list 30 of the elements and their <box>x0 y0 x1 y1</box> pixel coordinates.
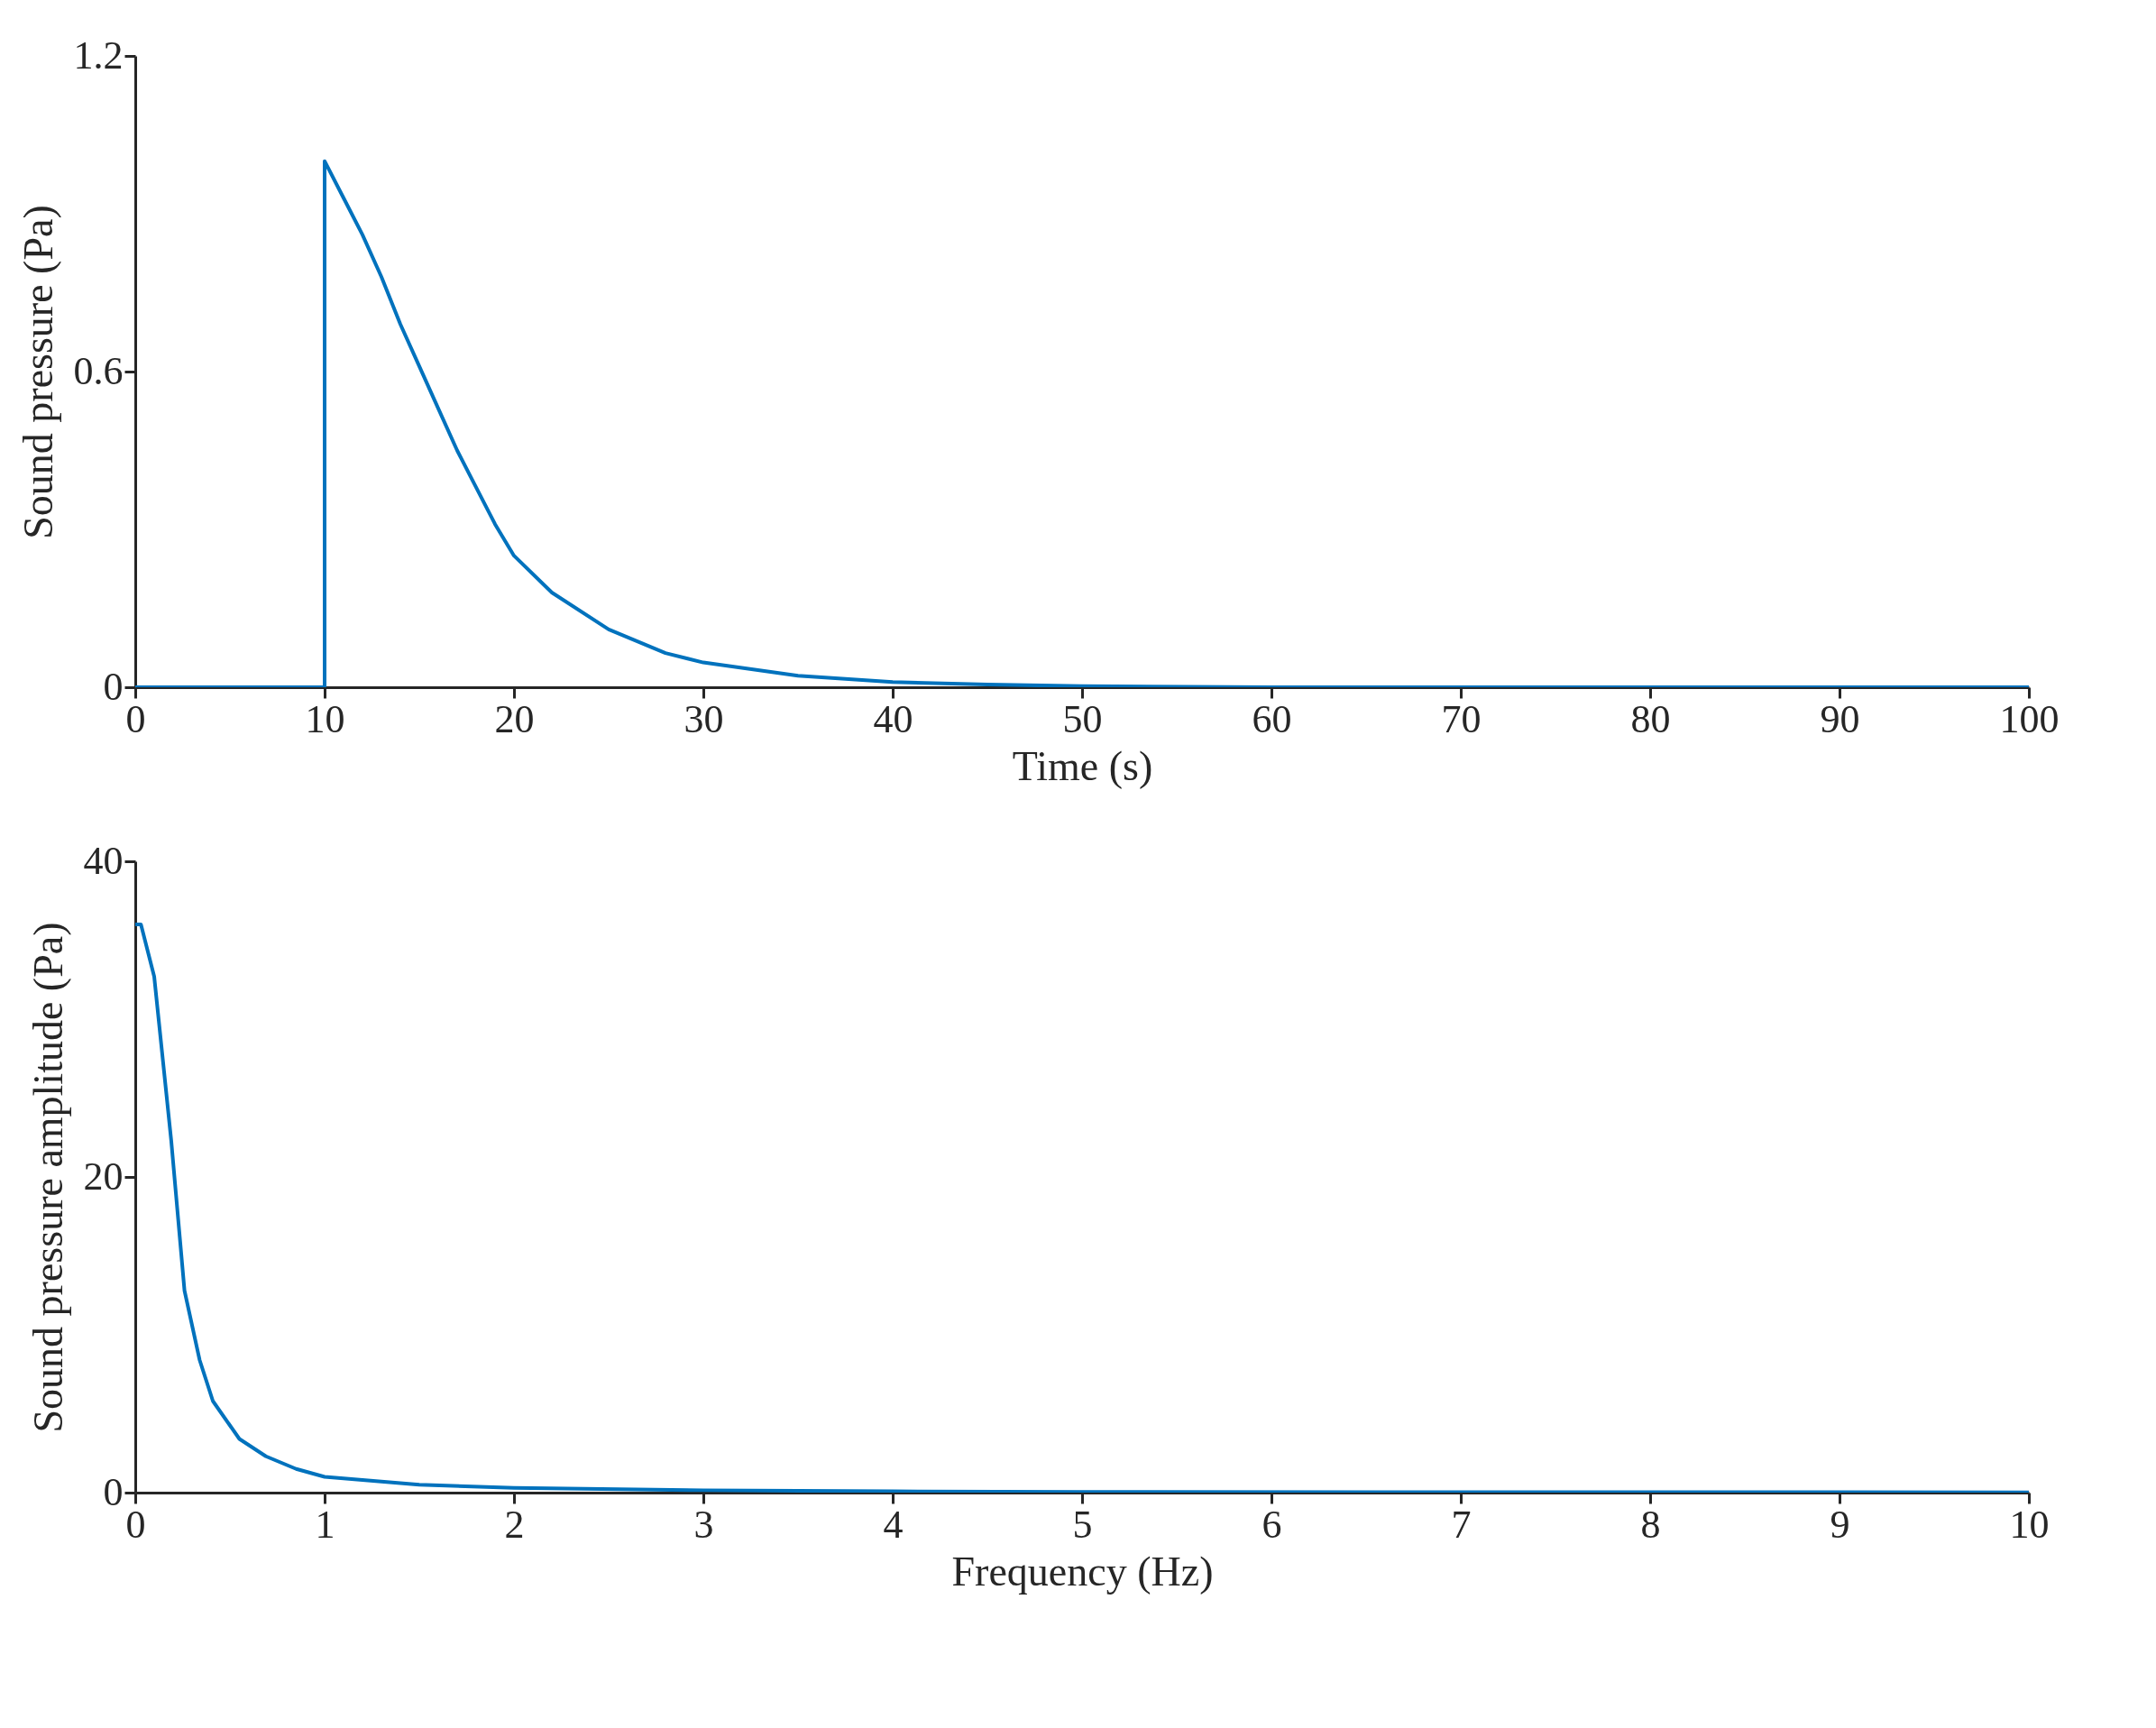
x-tick-label: 8 <box>1640 1502 1661 1547</box>
x-tick-label: 90 <box>1820 696 1860 741</box>
x-tick-label: 3 <box>693 1502 714 1547</box>
x-tick-label: 50 <box>1062 696 1103 741</box>
x-tick-label: 1 <box>315 1502 335 1547</box>
x-tick-label: 40 <box>873 696 913 741</box>
y-axis-title: Sound pressure (Pa) <box>14 205 61 539</box>
y-tick-label: 0 <box>103 664 124 709</box>
y-tick-label: 40 <box>83 838 124 883</box>
x-axis-title: Time (s) <box>1012 742 1153 789</box>
x-tick-label: 10 <box>305 696 345 741</box>
x-tick-label: 70 <box>1441 696 1482 741</box>
x-tick-label: 20 <box>494 696 535 741</box>
x-tick-label: 7 <box>1451 1502 1472 1547</box>
x-tick-label: 100 <box>1999 696 2060 741</box>
x-axis-title: Frequency (Hz) <box>951 1548 1214 1595</box>
x-tick-label: 9 <box>1830 1502 1850 1547</box>
x-tick-label: 5 <box>1072 1502 1093 1547</box>
x-tick-label: 6 <box>1261 1502 1282 1547</box>
x-tick-label: 2 <box>504 1502 525 1547</box>
y-tick-label: 0.6 <box>73 348 124 393</box>
x-tick-label: 60 <box>1252 696 1292 741</box>
y-axis-title: Sound pressure amplitude (Pa) <box>24 922 71 1433</box>
x-tick-label: 30 <box>683 696 724 741</box>
x-tick-label: 4 <box>883 1502 904 1547</box>
y-tick-label: 20 <box>83 1154 124 1199</box>
y-tick-label: 0 <box>103 1469 124 1514</box>
y-tick-label: 1.2 <box>73 32 124 78</box>
x-tick-label: 80 <box>1630 696 1671 741</box>
x-tick-label: 10 <box>2009 1502 2050 1547</box>
